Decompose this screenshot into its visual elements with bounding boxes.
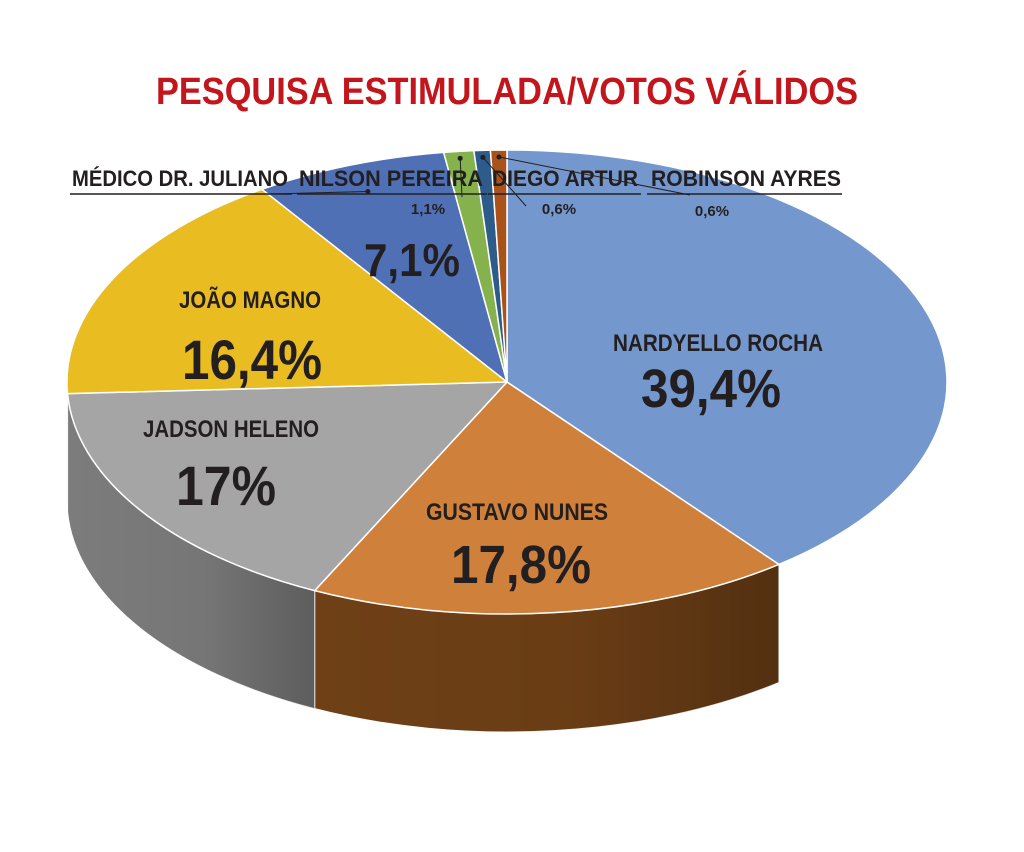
- chart-title: PESQUISA ESTIMULADA/VOTOS VÁLIDOS: [156, 69, 858, 113]
- slice-value-juliano: 7,1%: [364, 234, 460, 286]
- slice-value-gustavo: 17,8%: [451, 535, 591, 595]
- leader-dot-nilson-pereira: [457, 155, 463, 161]
- pie-slice-medico-dr-juliano: [261, 151, 508, 383]
- slice-label-joao: JOÃO MAGNO: [179, 286, 321, 314]
- slice-label-gustavo: GUSTAVO NUNES: [426, 499, 608, 526]
- outer-label-diego: DIEGO ARTUR: [492, 166, 638, 191]
- leader-dot-medico-dr-juliano: [365, 188, 371, 194]
- outer-value-diego: 0,6%: [542, 201, 576, 218]
- outer-value-robinson: 0,6%: [695, 203, 729, 220]
- leader-line-robinson-ayres: [498, 156, 691, 196]
- slice-value-joao: 16,4%: [182, 328, 322, 391]
- pie-side-shade-jadson-heleno: [67, 393, 315, 709]
- pie-slice-jadson-heleno: [66, 381, 508, 592]
- leader-line-diego-artur: [482, 156, 527, 207]
- leader-line-nilson-pereira: [459, 158, 463, 198]
- slice-value-jadson: 17%: [176, 454, 276, 517]
- pie-slice-robinson-ayres: [489, 149, 508, 383]
- leader-dot-robinson-ayres: [496, 154, 502, 160]
- outer-label-juliano: MÉDICO DR. JULIANO: [72, 166, 288, 191]
- pie-side-shade-joao-magno: [67, 382, 68, 512]
- slice-label-jadson: JADSON HELENO: [143, 416, 319, 443]
- leader-dot-diego-artur: [480, 154, 486, 160]
- pie-side-shade-gustavo-nunes: [314, 564, 779, 733]
- slice-label-nardyello: NARDYELLO ROCHA: [613, 330, 823, 357]
- pie-slices: [66, 149, 948, 615]
- pie-slice-nardyello-rocha: [506, 149, 948, 566]
- slice-value-nardyello: 39,4%: [641, 359, 781, 419]
- outer-label-robinson: ROBINSON AYRES: [651, 166, 841, 191]
- pie-slice-gustavo-nunes: [313, 381, 780, 615]
- outer-value-nilson: 1,1%: [411, 201, 445, 218]
- pie-slice-joao-magno: [66, 188, 508, 395]
- outer-label-nilson: NILSON PEREIRA: [299, 166, 483, 191]
- leader-lines: [269, 154, 691, 207]
- pie-depth: [66, 381, 780, 733]
